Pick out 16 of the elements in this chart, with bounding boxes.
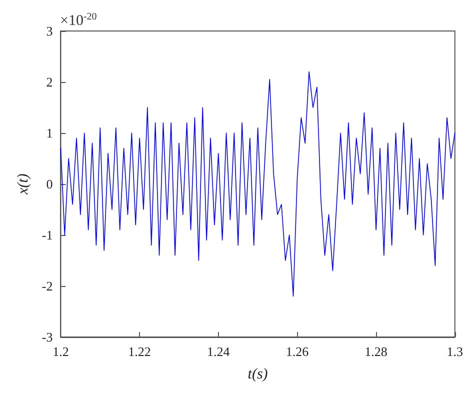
x-tick-label: 1.24 [207,344,230,359]
x-tick-label: 1.2 [52,344,69,359]
y-tick-label: -3 [42,330,53,344]
line-series [60,71,456,297]
y-tick-label: 2 [46,74,53,90]
x-tick-label: 1.26 [286,344,310,359]
y-tick-label: 0 [46,176,53,192]
x-tick-label: 1.3 [446,344,463,359]
x-tick-label: 1.22 [128,344,151,359]
y-tick-label: -2 [42,278,53,294]
y-axis-title: x(t) [16,174,32,196]
x-axis-title: t(s) [248,366,268,382]
y-tick-label: 3 [46,24,53,38]
y-tick-label: -1 [42,228,53,242]
y-tick-label: 1 [46,126,53,140]
x-tick-label: 1.28 [364,344,388,359]
